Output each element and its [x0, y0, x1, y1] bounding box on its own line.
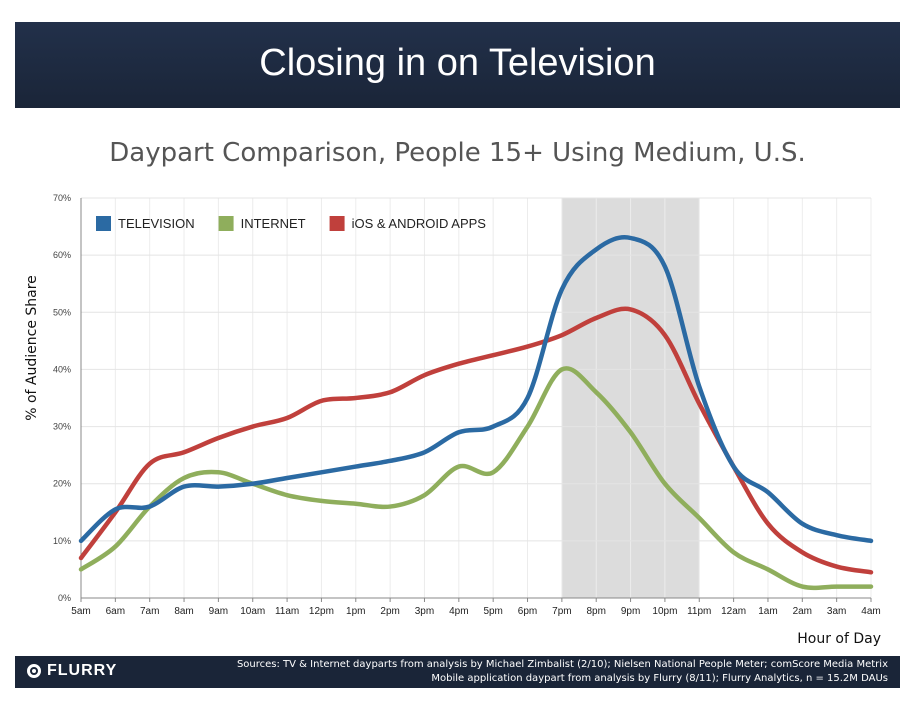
x-tick-label: 3am [827, 606, 846, 617]
legend-label: iOS & ANDROID APPS [352, 216, 487, 231]
x-tick-label: 6am [106, 606, 125, 617]
series-line-television [78, 235, 874, 544]
legend-swatch [96, 216, 111, 231]
sources-text: Sources: TV & Internet dayparts from ana… [237, 658, 888, 686]
x-tick-label: 7pm [552, 606, 571, 617]
x-tick-label: 4am [861, 606, 880, 617]
x-tick-label: 8pm [586, 606, 605, 617]
legend-label: TELEVISION [118, 216, 195, 231]
flurry-logo-icon [27, 664, 41, 678]
x-tick-label: 6pm [518, 606, 537, 617]
x-axis-title: Hour of Day [797, 631, 881, 647]
y-tick-label: 70% [53, 193, 71, 203]
x-tick-label: 10am [240, 606, 265, 617]
y-axis-title: % of Audience Share [24, 275, 40, 421]
x-tick-label: 11am [275, 606, 299, 617]
y-tick-label: 20% [53, 479, 71, 489]
legend-swatch [329, 216, 345, 231]
y-tick-label: 40% [53, 364, 71, 374]
x-tick-label: 5am [71, 606, 90, 617]
legend-swatch [218, 216, 234, 231]
y-tick-label: 60% [53, 250, 71, 260]
source-line-1: Sources: TV & Internet dayparts from ana… [236, 659, 888, 670]
page-title: Closing in on Television [259, 42, 656, 84]
x-tick-label: 7am [140, 606, 159, 617]
x-tick-label: 9pm [621, 606, 640, 617]
x-tick-label: 11pm [687, 606, 711, 617]
flurry-logo: FLURRY [27, 662, 117, 680]
series-line-internet [78, 366, 874, 591]
series-line-ios-android-apps [78, 306, 874, 575]
chart-title: Daypart Comparison, People 15+ Using Med… [109, 138, 806, 168]
footer-bar: FLURRY Sources: TV & Internet dayparts f… [15, 656, 900, 688]
x-tick-label: 8am [174, 606, 193, 617]
y-tick-label: 10% [53, 536, 71, 546]
y-tick-label: 0% [58, 593, 71, 603]
title-banner: Closing in on Television [15, 22, 900, 108]
x-tick-label: 9am [209, 606, 228, 617]
daypart-line-chart: 0% 10% 20% 30% 40% 50% 60% 70% 5am 6am 7am 8am 9am 10… [24, 193, 881, 647]
x-tick-label: 12pm [309, 606, 334, 617]
x-tick-label: 1am [758, 606, 777, 617]
x-tick-label: 10pm [652, 606, 677, 617]
x-tick-label: 5pm [483, 606, 502, 617]
x-tick-label: 1pm [346, 606, 365, 617]
y-tick-label: 30% [53, 422, 71, 432]
x-tick-label: 12am [721, 606, 746, 617]
legend-label: INTERNET [241, 216, 306, 231]
logo-text: FLURRY [47, 662, 118, 679]
x-tick-label: 4pm [449, 606, 468, 617]
x-tick-label: 2pm [380, 606, 399, 617]
source-line-2: Mobile application daypart from analysis… [431, 673, 888, 684]
x-tick-label: 2am [793, 606, 812, 617]
x-tick-label: 3pm [415, 606, 434, 617]
y-tick-label: 50% [53, 307, 71, 317]
